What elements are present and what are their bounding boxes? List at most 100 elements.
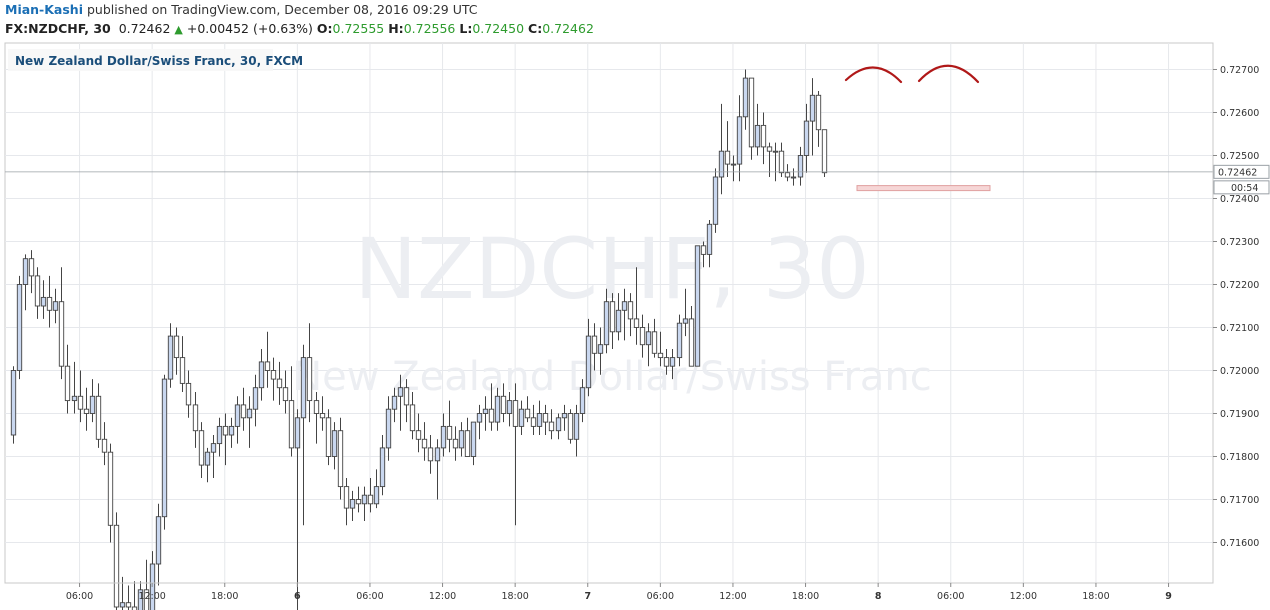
candle xyxy=(458,422,465,457)
grid-lines xyxy=(5,43,1213,583)
double-top-arcs[interactable] xyxy=(844,64,980,84)
candle xyxy=(694,245,701,367)
candle xyxy=(34,267,41,319)
candle xyxy=(210,435,217,478)
support-zone-rect[interactable] xyxy=(856,185,991,192)
candle xyxy=(676,314,683,367)
candle-body xyxy=(185,382,192,406)
candle xyxy=(349,490,356,521)
candle xyxy=(107,443,114,543)
y-tick-label: 0.72500 xyxy=(1220,151,1259,162)
candle xyxy=(821,129,828,177)
candle-body xyxy=(167,335,174,380)
high-value: 0.72556 xyxy=(403,21,456,36)
candle-body xyxy=(343,486,350,509)
candle xyxy=(434,439,441,500)
candle xyxy=(77,370,84,423)
candle-body xyxy=(192,404,199,432)
candle-body xyxy=(530,417,537,427)
candle xyxy=(627,293,634,337)
candle-body xyxy=(83,408,90,414)
candle xyxy=(101,422,108,466)
candle-body xyxy=(397,387,404,397)
candle xyxy=(52,288,59,324)
candle-body xyxy=(452,438,459,449)
candle-body xyxy=(228,425,235,436)
left-top-arc[interactable] xyxy=(844,66,903,84)
candle xyxy=(760,112,767,165)
candle xyxy=(518,400,525,435)
candle-body xyxy=(488,408,495,423)
candle-body xyxy=(458,430,465,449)
candle xyxy=(803,103,810,173)
candle xyxy=(609,293,616,349)
x-tick-label: 18:00 xyxy=(1082,591,1109,602)
candle-body xyxy=(815,94,822,131)
close-label: C: xyxy=(528,21,543,36)
up-arrow-icon: ▲ xyxy=(174,23,183,36)
candle-body xyxy=(173,335,180,359)
candle-body xyxy=(349,499,356,509)
candle-body xyxy=(760,124,767,148)
candle-body xyxy=(772,150,779,153)
candle xyxy=(621,288,628,341)
candle-body xyxy=(597,344,604,354)
symbol-label[interactable]: FX:NZDCHF, 30 xyxy=(5,21,111,36)
author-link[interactable]: Mian-Kashi xyxy=(5,2,83,17)
candle-body xyxy=(282,387,289,402)
candle-body xyxy=(809,94,816,122)
candle xyxy=(561,404,568,431)
candle-body xyxy=(651,331,658,354)
candle xyxy=(306,323,313,423)
candle-body xyxy=(71,395,78,402)
candle xyxy=(83,387,90,431)
candle xyxy=(204,447,211,483)
candle xyxy=(113,512,120,610)
candle xyxy=(700,241,707,268)
pane-title: New Zealand Dollar/Swiss Franc, 30, FXCM xyxy=(15,54,303,68)
candle-body xyxy=(548,421,555,432)
candle-body xyxy=(403,387,410,406)
y-tick-label: 0.72400 xyxy=(1220,194,1259,205)
candle-body xyxy=(216,425,223,445)
candle xyxy=(89,379,96,423)
candle xyxy=(615,293,622,341)
x-tick-label: 12:00 xyxy=(138,591,165,602)
candle xyxy=(778,142,785,177)
candle-body xyxy=(52,301,59,311)
y-tick-label: 0.71800 xyxy=(1220,452,1259,463)
candle xyxy=(361,486,368,521)
candle xyxy=(331,422,338,470)
candle xyxy=(579,379,586,423)
candle-body xyxy=(663,357,670,367)
candle xyxy=(742,69,749,130)
candle-body xyxy=(579,387,586,414)
candle-body xyxy=(385,408,392,449)
low-value: 0.72450 xyxy=(472,21,525,36)
candle-body xyxy=(143,589,150,610)
candle-body xyxy=(246,408,253,419)
candle xyxy=(258,349,265,401)
candle xyxy=(131,581,138,610)
candle xyxy=(276,361,283,405)
candle xyxy=(95,383,102,448)
candle xyxy=(797,146,804,186)
candle-body xyxy=(89,395,96,414)
open-label: O: xyxy=(316,21,333,36)
support-zone[interactable] xyxy=(856,185,991,192)
candle xyxy=(58,267,65,380)
candle-body xyxy=(379,447,386,488)
candle xyxy=(373,469,380,509)
candle xyxy=(688,306,695,367)
candle xyxy=(46,275,53,328)
candle xyxy=(185,370,192,418)
x-tick-label: 12:00 xyxy=(719,591,746,602)
candle xyxy=(270,357,277,401)
candle-body xyxy=(258,361,265,389)
price-axis[interactable]: 0.72700 0.72600 0.72500 0.72400 0.72300 0.722… xyxy=(1213,65,1259,549)
candle xyxy=(542,404,549,435)
time-axis[interactable]: 06:00 12:00 18:00 6 06:00 12:00 18:00 7 06:00 12:… xyxy=(66,583,1172,602)
right-top-arc[interactable] xyxy=(917,64,980,84)
candle-body xyxy=(506,400,513,414)
